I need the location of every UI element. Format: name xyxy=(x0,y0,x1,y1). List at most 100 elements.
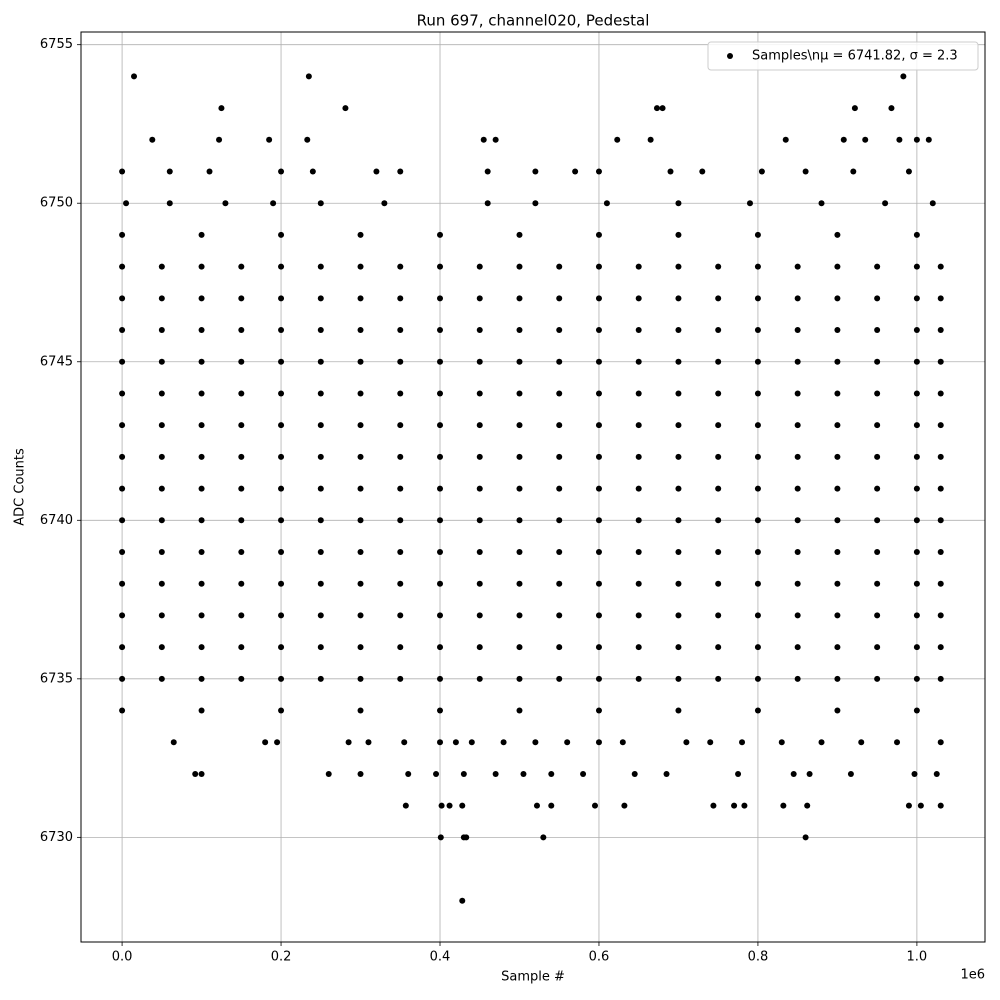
data-point xyxy=(933,770,940,777)
data-point xyxy=(874,517,881,524)
data-point xyxy=(476,390,483,397)
data-point xyxy=(397,168,404,175)
data-point xyxy=(556,612,563,619)
data-point xyxy=(317,612,324,619)
data-point xyxy=(913,422,920,429)
data-point xyxy=(198,675,205,682)
data-point xyxy=(874,390,881,397)
data-point xyxy=(317,453,324,460)
data-point xyxy=(715,263,722,270)
y-axis-label: ADC Counts xyxy=(13,448,28,526)
x-tick-label: 0.0 xyxy=(112,950,133,965)
data-point xyxy=(397,358,404,365)
data-point xyxy=(345,739,352,746)
data-point xyxy=(675,263,682,270)
data-point xyxy=(119,675,126,682)
data-point xyxy=(929,200,936,207)
data-point xyxy=(754,644,761,651)
data-point xyxy=(675,580,682,587)
data-point xyxy=(937,675,944,682)
data-point xyxy=(266,136,273,143)
data-point xyxy=(158,358,165,365)
data-point xyxy=(476,517,483,524)
data-point xyxy=(834,327,841,334)
data-point xyxy=(357,770,364,777)
data-point xyxy=(238,263,245,270)
data-point xyxy=(198,707,205,714)
data-point xyxy=(850,168,857,175)
data-point xyxy=(715,327,722,334)
data-point xyxy=(119,549,126,555)
data-point xyxy=(834,675,841,682)
data-point xyxy=(913,675,920,682)
data-point xyxy=(937,612,944,619)
data-point xyxy=(556,263,563,270)
data-point xyxy=(667,168,674,175)
data-point xyxy=(357,422,364,429)
data-point xyxy=(397,517,404,524)
data-point xyxy=(874,422,881,429)
data-point xyxy=(158,612,165,619)
chart-title: Run 697, channel020, Pedestal xyxy=(417,12,650,30)
data-point xyxy=(937,263,944,270)
data-point xyxy=(937,739,944,746)
data-point xyxy=(238,422,245,429)
data-point xyxy=(683,739,690,746)
data-point xyxy=(556,422,563,429)
data-point xyxy=(834,485,841,492)
data-point xyxy=(317,485,324,492)
data-point xyxy=(635,612,642,619)
data-point xyxy=(802,168,809,175)
data-point xyxy=(556,485,563,492)
data-point xyxy=(937,802,944,809)
data-point xyxy=(595,168,602,175)
data-point xyxy=(357,390,364,397)
data-point xyxy=(715,517,722,524)
data-point xyxy=(357,612,364,619)
data-point xyxy=(675,390,682,397)
data-point xyxy=(635,453,642,460)
data-point xyxy=(794,549,801,555)
data-point xyxy=(437,231,444,238)
data-point xyxy=(754,453,761,460)
data-point xyxy=(373,168,380,175)
data-point xyxy=(900,73,907,80)
data-point xyxy=(794,263,801,270)
data-point xyxy=(317,390,324,397)
data-point xyxy=(480,136,487,143)
data-point xyxy=(438,802,445,809)
data-point xyxy=(754,517,761,524)
data-point xyxy=(621,802,628,809)
data-point xyxy=(119,327,126,334)
data-point xyxy=(317,644,324,651)
data-point xyxy=(754,231,761,238)
data-point xyxy=(433,770,440,777)
data-point xyxy=(913,231,920,238)
data-point xyxy=(238,612,245,619)
data-point xyxy=(925,136,932,143)
data-point xyxy=(715,644,722,651)
data-point xyxy=(754,612,761,619)
data-point xyxy=(715,422,722,429)
data-point xyxy=(516,644,523,651)
data-point xyxy=(317,580,324,587)
data-point xyxy=(476,675,483,682)
data-point xyxy=(158,517,165,524)
data-point xyxy=(476,453,483,460)
data-point xyxy=(540,834,547,841)
data-point xyxy=(595,327,602,334)
data-point xyxy=(715,295,722,302)
data-point xyxy=(437,295,444,302)
data-point xyxy=(794,422,801,429)
data-point xyxy=(675,422,682,429)
data-point xyxy=(309,168,316,175)
data-point xyxy=(262,739,269,746)
data-point xyxy=(754,549,761,555)
data-point xyxy=(937,422,944,429)
data-point xyxy=(754,390,761,397)
data-point xyxy=(397,675,404,682)
data-point xyxy=(635,390,642,397)
data-point xyxy=(437,549,444,555)
data-point xyxy=(278,453,285,460)
data-point xyxy=(468,739,475,746)
